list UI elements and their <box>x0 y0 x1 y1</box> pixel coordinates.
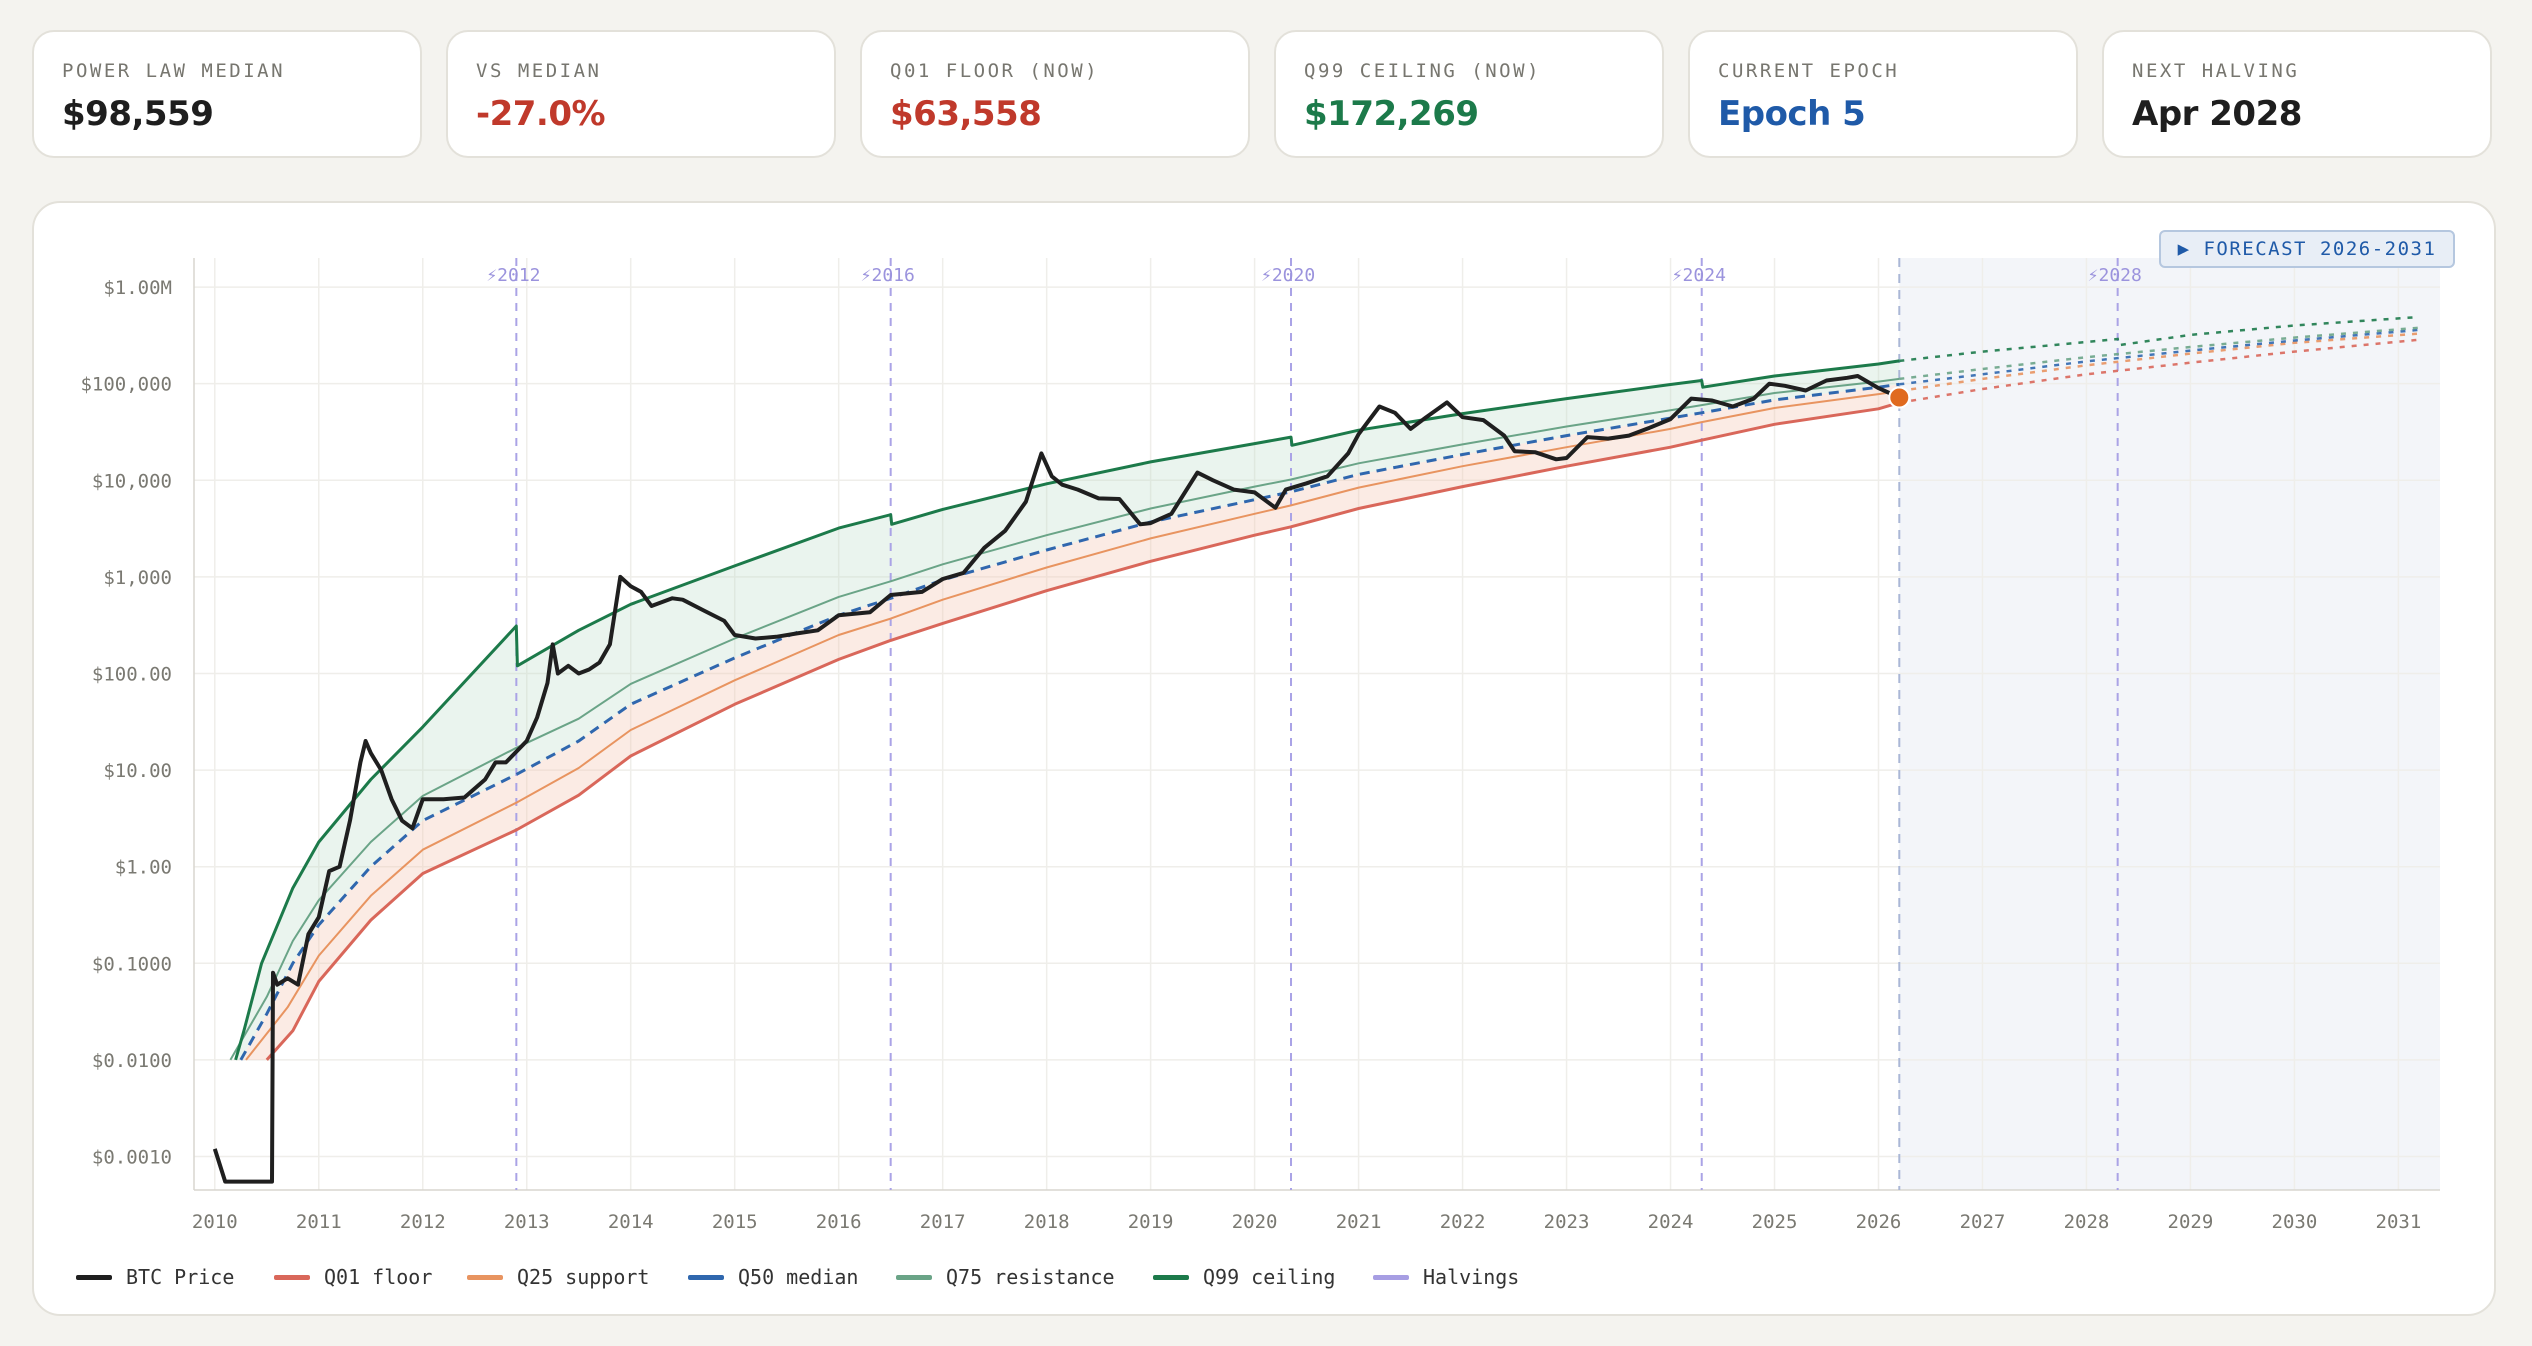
x-tick-label: 2026 <box>1856 1211 1902 1233</box>
legend-item-btc-price[interactable]: BTC Price <box>76 1262 234 1292</box>
stat-value: $98,559 <box>62 94 214 134</box>
legend-item-q25-support[interactable]: Q25 support <box>467 1262 649 1292</box>
series-line-q25-support <box>245 390 1900 1061</box>
stat-card-q99-ceiling: Q99 CEILING (NOW) $172,269 <box>1274 30 1664 158</box>
x-tick-label: 2014 <box>608 1211 654 1233</box>
stat-value: -27.0% <box>476 94 606 134</box>
forecast-line-q75-resistance <box>1899 326 2420 381</box>
x-tick-label: 2018 <box>1024 1211 1070 1233</box>
x-tick-label: 2025 <box>1752 1211 1798 1233</box>
legend-swatch <box>274 1274 310 1280</box>
y-tick-label: $1,000 <box>103 567 172 589</box>
legend-swatch <box>688 1274 724 1280</box>
legend-item-q99-ceiling[interactable]: Q99 ceiling <box>1153 1262 1335 1292</box>
legend-label: Halvings <box>1423 1265 1520 1289</box>
series-line-q01-floor <box>265 401 1900 1061</box>
stat-card-vs-median: VS MEDIAN -27.0% <box>446 30 836 158</box>
halving-label: ⚡2020 <box>1261 265 1315 286</box>
x-tick-label: 2016 <box>816 1211 862 1233</box>
forecast-line-q50-median <box>1899 328 2420 386</box>
x-tick-label: 2030 <box>2272 1211 2318 1233</box>
legend-label: Q01 floor <box>324 1265 433 1289</box>
x-tick-label: 2023 <box>1544 1211 1590 1233</box>
y-tick-label: $1.00 <box>115 857 172 879</box>
band-fill-upper <box>235 360 1900 1060</box>
legend-swatch <box>467 1274 503 1280</box>
legend-label: Q50 median <box>738 1265 859 1289</box>
halving-label: ⚡2028 <box>2088 265 2142 286</box>
x-tick-label: 2021 <box>1336 1211 1382 1233</box>
stats-row: POWER LAW MEDIAN $98,559 VS MEDIAN -27.0… <box>32 30 2496 160</box>
stat-label: POWER LAW MEDIAN <box>62 60 286 82</box>
legend-item-q50-median[interactable]: Q50 median <box>688 1262 858 1292</box>
legend-label: BTC Price <box>126 1265 235 1289</box>
y-tick-label: $10.00 <box>103 760 172 782</box>
legend-swatch <box>1373 1274 1409 1280</box>
y-tick-label: $10,000 <box>92 470 172 492</box>
x-tick-label: 2017 <box>920 1211 966 1233</box>
stat-label: Q01 FLOOR (NOW) <box>890 60 1100 82</box>
legend-label: Q75 resistance <box>946 1265 1115 1289</box>
legend-label: Q99 ceiling <box>1203 1265 1336 1289</box>
x-tick-label: 2010 <box>192 1211 238 1233</box>
legend-swatch <box>1153 1274 1189 1280</box>
current-price-marker <box>1888 386 1911 409</box>
y-tick-label: $100,000 <box>80 374 172 396</box>
stat-label: Q99 CEILING (NOW) <box>1304 60 1541 82</box>
forecast-line-q99-ceiling <box>1899 315 2420 363</box>
x-tick-label: 2027 <box>1960 1211 2006 1233</box>
forecast-line-q25-support <box>1899 332 2420 393</box>
stat-value: $172,269 <box>1304 94 1479 134</box>
forecast-line-q01-floor <box>1899 338 2420 404</box>
stat-card-next-halving: NEXT HALVING Apr 2028 <box>2102 30 2492 158</box>
x-tick-label: 2029 <box>2168 1211 2214 1233</box>
x-tick-label: 2031 <box>2376 1211 2422 1233</box>
stat-card-power-law-median: POWER LAW MEDIAN $98,559 <box>32 30 422 158</box>
series-line-q99-ceiling <box>234 359 1900 1061</box>
y-tick-label: $0.1000 <box>92 953 172 975</box>
x-tick-label: 2028 <box>2064 1211 2110 1233</box>
x-tick-label: 2020 <box>1232 1211 1278 1233</box>
x-tick-label: 2022 <box>1440 1211 1486 1233</box>
halving-label: ⚡2016 <box>861 265 915 286</box>
stat-value: Epoch 5 <box>1718 94 1866 134</box>
y-tick-label: $100.00 <box>92 663 172 685</box>
legend-swatch <box>76 1274 112 1280</box>
y-tick-label: $0.0010 <box>92 1146 172 1168</box>
series-line-q75-resistance <box>229 377 1900 1061</box>
legend-item-halvings[interactable]: Halvings <box>1373 1262 1519 1292</box>
series-line-btc-price <box>212 374 1901 1184</box>
legend-swatch <box>896 1274 932 1280</box>
x-tick-label: 2012 <box>400 1211 446 1233</box>
forecast-toggle-button[interactable]: ▶ FORECAST 2026-2031 <box>2159 230 2455 268</box>
halving-label: ⚡2024 <box>1672 265 1726 286</box>
x-tick-label: 2015 <box>712 1211 758 1233</box>
stat-value: $63,558 <box>890 94 1042 134</box>
x-tick-label: 2019 <box>1128 1211 1174 1233</box>
stat-card-q01-floor: Q01 FLOOR (NOW) $63,558 <box>860 30 1250 158</box>
stat-label: CURRENT EPOCH <box>1718 60 1900 82</box>
y-tick-label: $0.0100 <box>92 1050 172 1072</box>
x-tick-label: 2013 <box>504 1211 550 1233</box>
forecast-region <box>1899 258 2440 1190</box>
stat-label: NEXT HALVING <box>2132 60 2300 82</box>
legend-item-q75-resistance[interactable]: Q75 resistance <box>896 1262 1115 1292</box>
stat-label: VS MEDIAN <box>476 60 602 82</box>
legend-item-q01-floor[interactable]: Q01 floor <box>274 1262 432 1292</box>
stat-value: Apr 2028 <box>2132 94 2302 134</box>
legend-label: Q25 support <box>517 1265 650 1289</box>
x-tick-label: 2011 <box>296 1211 342 1233</box>
halving-label: ⚡2012 <box>486 265 540 286</box>
stat-card-current-epoch: CURRENT EPOCH Epoch 5 <box>1688 30 2078 158</box>
y-tick-label: $1.00M <box>103 277 172 299</box>
x-tick-label: 2024 <box>1648 1211 1694 1233</box>
